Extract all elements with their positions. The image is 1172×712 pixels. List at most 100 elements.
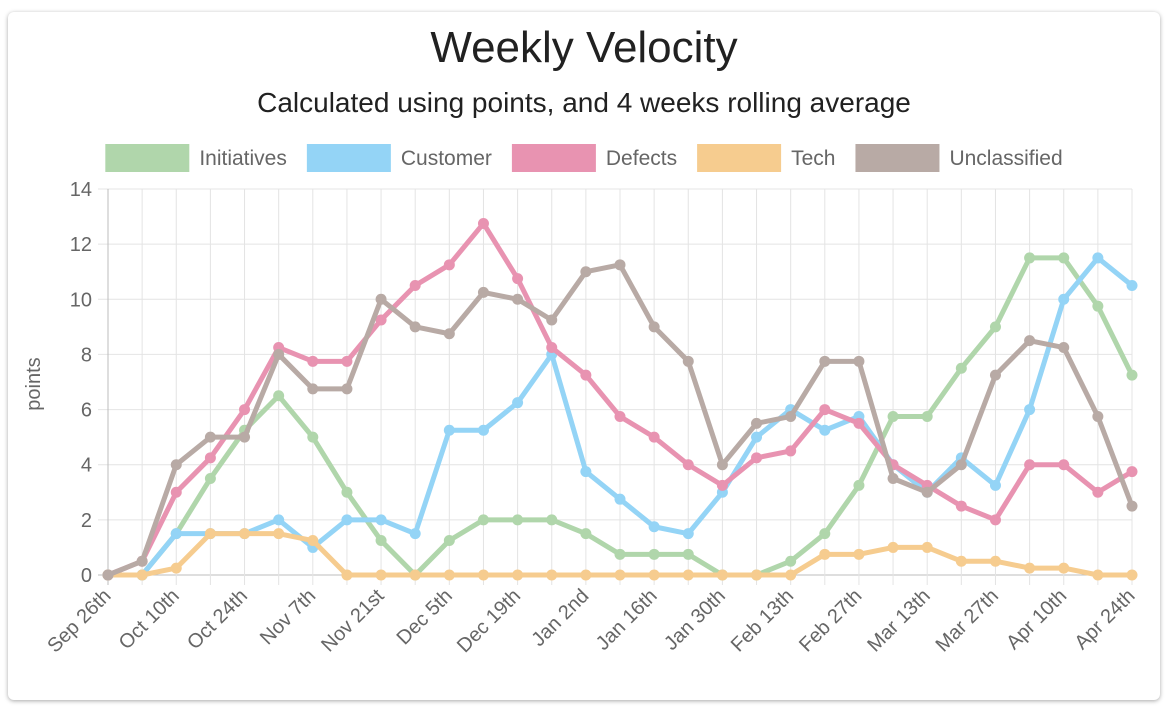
data-point-defects[interactable] <box>341 355 353 367</box>
data-point-tech[interactable] <box>307 535 319 547</box>
data-point-tech[interactable] <box>1126 569 1138 581</box>
data-point-tech[interactable] <box>716 569 728 581</box>
data-point-defects[interactable] <box>1126 466 1138 478</box>
data-point-tech[interactable] <box>648 569 660 581</box>
data-point-unclassified[interactable] <box>204 431 216 443</box>
data-point-customer[interactable] <box>512 397 524 409</box>
data-point-tech[interactable] <box>170 562 182 574</box>
data-point-customer[interactable] <box>341 514 353 526</box>
data-point-unclassified[interactable] <box>102 569 114 581</box>
data-point-defects[interactable] <box>989 514 1001 526</box>
data-point-unclassified[interactable] <box>887 473 899 484</box>
data-point-tech[interactable] <box>955 555 967 567</box>
data-point-initiatives[interactable] <box>375 535 387 547</box>
data-point-customer[interactable] <box>819 424 831 436</box>
data-point-tech[interactable] <box>887 541 899 553</box>
data-point-customer[interactable] <box>409 528 421 540</box>
data-point-defects[interactable] <box>853 417 865 429</box>
data-point-unclassified[interactable] <box>546 314 558 326</box>
data-point-unclassified[interactable] <box>853 355 865 367</box>
data-point-unclassified[interactable] <box>614 259 626 271</box>
data-point-initiatives[interactable] <box>1058 252 1070 264</box>
data-point-customer[interactable] <box>1092 252 1104 264</box>
data-point-customer[interactable] <box>273 514 285 526</box>
data-point-defects[interactable] <box>1092 486 1104 498</box>
data-point-initiatives[interactable] <box>648 548 660 560</box>
data-point-initiatives[interactable] <box>921 410 933 422</box>
data-point-defects[interactable] <box>307 355 319 367</box>
data-point-defects[interactable] <box>512 273 524 285</box>
data-point-tech[interactable] <box>341 569 353 581</box>
data-point-unclassified[interactable] <box>955 459 967 471</box>
data-point-customer[interactable] <box>375 514 387 526</box>
data-point-initiatives[interactable] <box>682 548 694 560</box>
data-point-unclassified[interactable] <box>1024 335 1036 347</box>
data-point-initiatives[interactable] <box>273 390 285 402</box>
data-point-customer[interactable] <box>580 466 592 478</box>
data-point-defects[interactable] <box>239 404 251 416</box>
data-point-defects[interactable] <box>443 259 455 271</box>
data-point-tech[interactable] <box>614 569 626 581</box>
data-point-tech[interactable] <box>512 569 524 581</box>
data-point-tech[interactable] <box>375 569 387 581</box>
data-point-initiatives[interactable] <box>819 528 831 540</box>
data-point-unclassified[interactable] <box>512 293 524 305</box>
data-point-tech[interactable] <box>580 569 592 581</box>
data-point-unclassified[interactable] <box>409 321 421 333</box>
data-point-initiatives[interactable] <box>477 514 489 526</box>
data-point-unclassified[interactable] <box>273 348 285 360</box>
data-point-defects[interactable] <box>716 479 728 491</box>
data-point-customer[interactable] <box>1024 404 1036 416</box>
data-point-defects[interactable] <box>170 486 182 498</box>
data-point-tech[interactable] <box>1092 569 1104 581</box>
data-point-unclassified[interactable] <box>1126 500 1138 512</box>
data-point-tech[interactable] <box>443 569 455 581</box>
data-point-tech[interactable] <box>204 528 216 540</box>
data-point-customer[interactable] <box>751 431 763 443</box>
data-point-initiatives[interactable] <box>307 431 319 443</box>
data-point-initiatives[interactable] <box>853 479 865 491</box>
data-point-unclassified[interactable] <box>785 410 797 422</box>
data-point-unclassified[interactable] <box>341 383 353 395</box>
data-point-unclassified[interactable] <box>170 459 182 471</box>
data-point-customer[interactable] <box>648 521 660 533</box>
data-point-initiatives[interactable] <box>341 486 353 498</box>
data-point-initiatives[interactable] <box>614 548 626 560</box>
legend-item-initiatives[interactable]: Initiatives <box>105 144 287 172</box>
data-point-defects[interactable] <box>477 217 489 229</box>
data-point-defects[interactable] <box>1024 459 1036 471</box>
data-point-initiatives[interactable] <box>443 535 455 547</box>
data-point-initiatives[interactable] <box>1092 300 1104 312</box>
legend-item-unclassified[interactable]: Unclassified <box>855 144 1063 172</box>
data-point-unclassified[interactable] <box>989 369 1001 381</box>
data-point-defects[interactable] <box>819 404 831 416</box>
data-point-tech[interactable] <box>239 528 251 540</box>
legend-item-tech[interactable]: Tech <box>697 144 835 172</box>
data-point-initiatives[interactable] <box>1024 252 1036 264</box>
data-point-tech[interactable] <box>273 528 285 540</box>
data-point-tech[interactable] <box>819 548 831 560</box>
data-point-customer[interactable] <box>682 528 694 540</box>
data-point-unclassified[interactable] <box>716 459 728 471</box>
data-point-tech[interactable] <box>1058 562 1070 574</box>
data-point-defects[interactable] <box>785 445 797 457</box>
data-point-unclassified[interactable] <box>307 383 319 395</box>
data-point-unclassified[interactable] <box>239 431 251 443</box>
data-point-tech[interactable] <box>682 569 694 581</box>
data-point-defects[interactable] <box>751 452 763 464</box>
data-point-customer[interactable] <box>477 424 489 436</box>
data-point-customer[interactable] <box>614 493 626 505</box>
data-point-unclassified[interactable] <box>648 321 660 333</box>
data-point-initiatives[interactable] <box>1126 369 1138 381</box>
data-point-tech[interactable] <box>785 569 797 581</box>
data-point-customer[interactable] <box>1058 293 1070 305</box>
data-point-unclassified[interactable] <box>580 266 592 278</box>
data-point-defects[interactable] <box>204 452 216 464</box>
data-point-unclassified[interactable] <box>1058 342 1070 354</box>
data-point-customer[interactable] <box>170 528 182 540</box>
data-point-initiatives[interactable] <box>512 514 524 526</box>
data-point-tech[interactable] <box>477 569 489 581</box>
data-point-tech[interactable] <box>546 569 558 581</box>
data-point-tech[interactable] <box>921 541 933 553</box>
data-point-unclassified[interactable] <box>819 355 831 367</box>
